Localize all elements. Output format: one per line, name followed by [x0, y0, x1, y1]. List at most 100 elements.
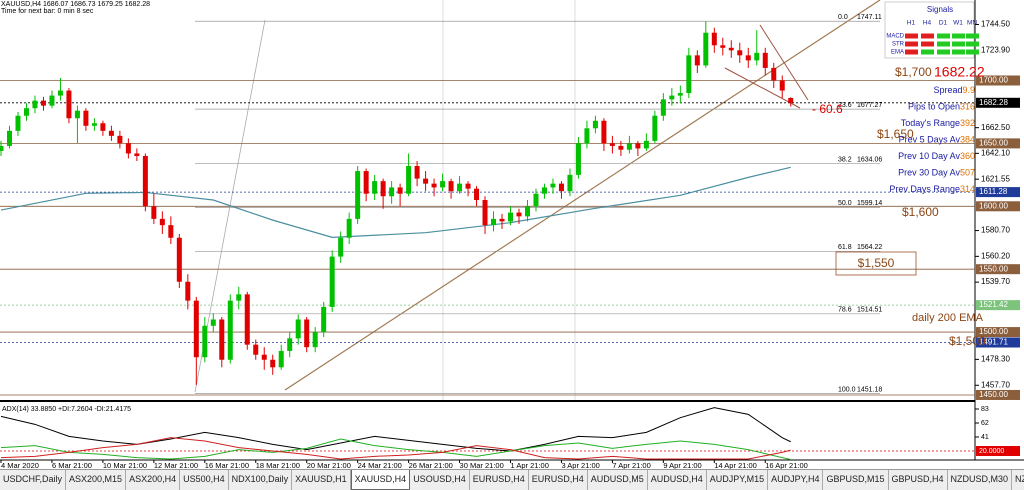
adx-line [0, 438, 791, 460]
candle-body [32, 100, 38, 109]
fib-price: 1564.22 [857, 244, 882, 251]
candle-body [694, 55, 700, 66]
candle-body [737, 50, 743, 56]
tab[interactable]: AUDUSD,H4 [648, 470, 707, 490]
candle-body [609, 143, 615, 146]
tab[interactable]: USDCHF,Daily [0, 470, 67, 490]
candle-body [100, 123, 106, 131]
candle-body [363, 171, 369, 194]
candle-body [779, 80, 785, 91]
candle-body [474, 188, 480, 200]
candle-body [329, 256, 335, 307]
candle-body [397, 187, 403, 194]
tab[interactable]: NDX100,Daily [229, 470, 293, 490]
trendline [284, 0, 881, 391]
info-row: Prev 30 Day Av507 [898, 168, 975, 178]
candle-body [516, 212, 522, 217]
level-box [976, 327, 1020, 338]
x-tick-label: 14 Apr 21:00 [714, 461, 757, 469]
annotation-box [835, 251, 917, 276]
signal-box [966, 33, 979, 39]
candle-body [508, 212, 514, 222]
info-label: Prev 10 Day Av [898, 151, 960, 161]
annotation: $1,500 [949, 334, 986, 348]
candle-body [499, 218, 505, 222]
x-tick-label: 18 Mar 21:00 [256, 461, 300, 469]
tab[interactable]: AUDJPY,H4 [768, 470, 824, 490]
signal-box [937, 49, 950, 55]
candle-body [117, 135, 123, 144]
signal-box [966, 49, 979, 55]
tab[interactable]: XAUUSD,H4 [350, 470, 411, 490]
y-tick-label: 1621.55 [981, 174, 1010, 183]
fib-price: 1599.14 [857, 200, 882, 207]
signal-box [905, 33, 918, 39]
level-box [976, 201, 1020, 212]
info-label: Today's Range [901, 118, 960, 128]
tab[interactable]: AUDUSD,M5 [588, 470, 648, 490]
info-label: Pips to Open [908, 102, 960, 112]
candle-body [253, 344, 259, 355]
fib-level: 23.6 [838, 102, 852, 109]
fib-level: 78.6 [838, 307, 852, 314]
info-row: Spread9.9 [933, 85, 975, 95]
candle-body [151, 206, 157, 219]
level-label: 1500.00 [979, 327, 1008, 336]
candle-body [491, 218, 497, 226]
candle-body [524, 206, 530, 217]
candle-body [635, 143, 641, 149]
signal-box [921, 49, 934, 55]
candle-body [49, 95, 55, 106]
info-value: 314 [960, 184, 975, 194]
chart: XAUUSD,H4 1686.07 1686.73 1679.25 1682.2… [0, 0, 1024, 469]
y-tick-label: 41 [981, 434, 989, 441]
info-value: 9.9 [962, 85, 975, 95]
x-tick-label: 4 Mar 2020 [1, 461, 39, 469]
info-value: 507 [960, 168, 975, 178]
x-tick-label: 16 Apr 21:00 [765, 461, 808, 469]
candle-body [346, 218, 352, 238]
info-label: Prev 30 Day Av [898, 168, 960, 178]
y-tick-label: 62 [981, 420, 989, 427]
adx-line [0, 437, 791, 460]
tab[interactable]: NZ [1012, 470, 1024, 490]
candle-body [414, 166, 420, 179]
candle-body [23, 108, 29, 116]
signal-row-label: STR [892, 42, 905, 48]
tab[interactable]: EURUSD,H4 [470, 470, 529, 490]
x-tick-label: 12 Mar 21:00 [154, 461, 198, 469]
candle-body [541, 187, 547, 194]
level-box [976, 337, 1020, 348]
adx-title: ADX(14) 33.8850 +DI:7.2604 -DI:21.4175 [2, 406, 131, 413]
y-tick-label: 1560.20 [981, 251, 1010, 260]
level-label: 1450.00 [979, 390, 1008, 399]
signal-box [905, 49, 918, 55]
signal-column: W1 [953, 20, 963, 27]
background [0, 0, 1024, 469]
candle-body [728, 47, 734, 51]
info-row: Prev 10 Day Av360 [898, 151, 975, 161]
candle-body [380, 181, 386, 197]
candle-body [159, 218, 165, 226]
tab[interactable]: NZDUSD,M30 [948, 470, 1013, 490]
tab[interactable]: AUDJPY,M15 [707, 470, 769, 490]
level-box [976, 264, 1020, 275]
tab[interactable]: US500,H4 [180, 470, 229, 490]
candle-body [261, 354, 267, 360]
tab[interactable]: ASX200,H4 [126, 470, 181, 490]
candle-body [686, 55, 692, 94]
x-tick-label: 3 Apr 21:00 [561, 461, 599, 469]
tab[interactable]: USOUSD,H4 [410, 470, 470, 490]
tab[interactable]: ASX200,M15 [66, 470, 127, 490]
tab[interactable]: XAUUSD,H1 [292, 470, 351, 490]
candle-body [66, 90, 72, 119]
level-box [976, 389, 1020, 400]
tab[interactable]: GBPUSD,M15 [823, 470, 889, 490]
y-tick-label: 1642.10 [981, 148, 1010, 157]
candle-body [125, 143, 131, 154]
tab[interactable]: GBPUSD,H4 [889, 470, 948, 490]
level-box [976, 187, 1020, 198]
tab[interactable]: EURUSD,H4 [529, 470, 588, 490]
x-tick-label: 30 Mar 21:00 [460, 461, 504, 469]
